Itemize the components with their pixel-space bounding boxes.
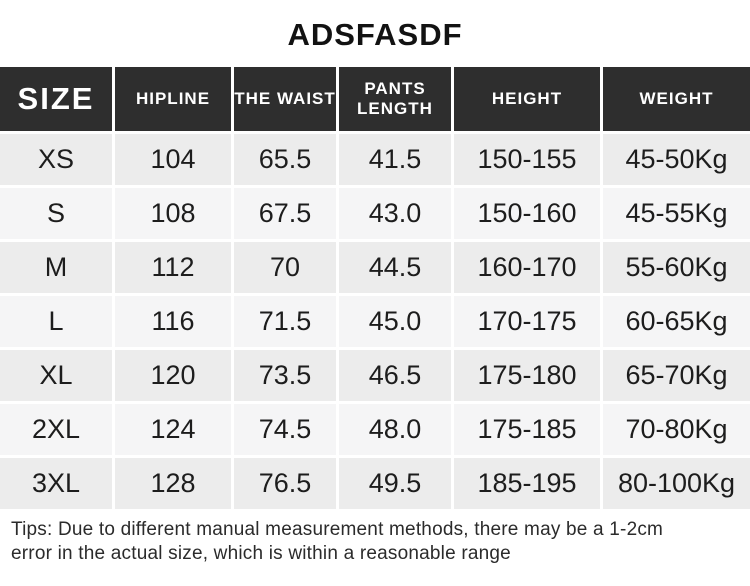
table-cell: 175-180 [454,350,600,401]
tips-note: Tips: Due to different manual measuremen… [11,518,740,567]
size-label-cell: L [0,296,112,347]
tips-line-2: error in the actual size, which is withi… [11,543,511,565]
page-title: ADSFASDF [287,17,463,52]
table-cell: 116 [115,296,231,347]
table-cell: 124 [115,404,231,455]
tips-line-1: Tips: Due to different manual measuremen… [11,519,664,540]
column-header-pants-length: PANTS LENGTH [339,67,451,131]
table-cell: 73.5 [234,350,336,401]
size-label-cell: XS [0,134,112,185]
table-cell: 150-155 [454,134,600,185]
table-cell: 175-185 [454,404,600,455]
table-cell: 44.5 [339,242,451,293]
table-cell: 80-100Kg [603,458,750,509]
column-header-size: SIZE [0,67,112,131]
table-cell: 43.0 [339,188,451,239]
table-cell: 108 [115,188,231,239]
table-cell: 45-50Kg [603,134,750,185]
table-cell: 128 [115,458,231,509]
table-cell: 49.5 [339,458,451,509]
table-cell: 67.5 [234,188,336,239]
table-cell: 170-175 [454,296,600,347]
table-cell: 45.0 [339,296,451,347]
table-cell: 160-170 [454,242,600,293]
table-cell: 55-60Kg [603,242,750,293]
table-cell: 65.5 [234,134,336,185]
table-cell: 46.5 [339,350,451,401]
size-label-cell: S [0,188,112,239]
table-cell: 70-80Kg [603,404,750,455]
table-cell: 70 [234,242,336,293]
table-cell: 76.5 [234,458,336,509]
table-cell: 150-160 [454,188,600,239]
table-cell: 71.5 [234,296,336,347]
table-cell: 41.5 [339,134,451,185]
table-cell: 45-55Kg [603,188,750,239]
column-header-weight: WEIGHT [603,67,750,131]
table-cell: 112 [115,242,231,293]
table-cell: 104 [115,134,231,185]
size-label-cell: M [0,242,112,293]
size-label-cell: 3XL [0,458,112,509]
size-label-cell: XL [0,350,112,401]
column-header-height: HEIGHT [454,67,600,131]
table-cell: 120 [115,350,231,401]
table-cell: 74.5 [234,404,336,455]
table-cell: 60-65Kg [603,296,750,347]
table-cell: 48.0 [339,404,451,455]
column-header-hipline: HIPLINE [115,67,231,131]
table-cell: 65-70Kg [603,350,750,401]
size-table: SIZE HIPLINE THE WAIST PANTS LENGTH HEIG… [0,67,750,509]
table-cell: 185-195 [454,458,600,509]
size-label-cell: 2XL [0,404,112,455]
column-header-the-waist: THE WAIST [234,67,336,131]
